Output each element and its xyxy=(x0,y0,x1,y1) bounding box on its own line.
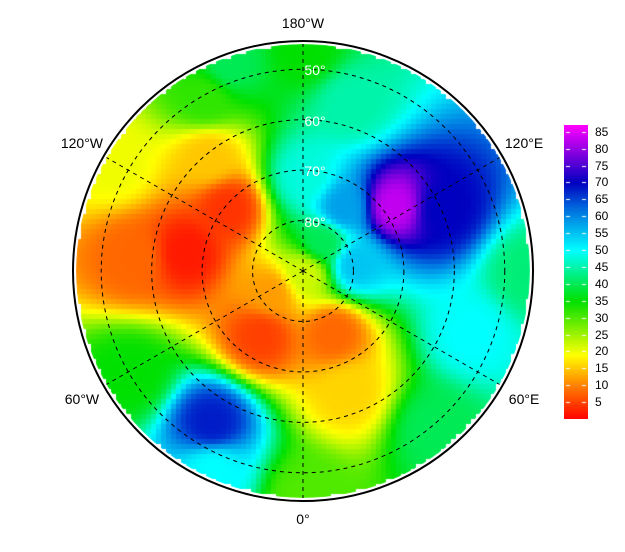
meridian-label: 60°E xyxy=(508,390,540,407)
colorbar-tick-label: 80 xyxy=(595,141,609,156)
colorbar-tick-label: 65 xyxy=(595,192,609,207)
colorbar-tick-label: 70 xyxy=(595,175,609,190)
parallel-label: 50° xyxy=(304,62,326,79)
colorbar-tick-label: 35 xyxy=(595,293,609,308)
colorbar-tick-label: 85 xyxy=(595,124,609,139)
colorbar-tick-label: 25 xyxy=(595,327,609,342)
meridian-label: 180°W xyxy=(281,14,325,31)
meridian-label: 120°E xyxy=(504,135,544,152)
meridian-line xyxy=(302,270,500,385)
meridian-line xyxy=(106,270,304,385)
colorbar-tick-label: 40 xyxy=(595,276,609,291)
colorbar-tick-label: 60 xyxy=(595,209,609,224)
colorbar-tick-label: 20 xyxy=(595,344,609,359)
colorbar-tick-label: 45 xyxy=(595,259,609,274)
colorbar-tick-label: 30 xyxy=(595,310,609,325)
colorbar-tick-label: 75 xyxy=(595,158,609,173)
colorbar-tick-label: 10 xyxy=(595,378,609,393)
parallel-label: 70° xyxy=(304,163,326,180)
meridian-label: 0° xyxy=(296,511,310,528)
meridian-line xyxy=(106,157,304,272)
parallel-label: 80° xyxy=(304,213,326,230)
meridian-line xyxy=(302,157,500,272)
parallel-line xyxy=(252,220,354,322)
parallel-label: 60° xyxy=(304,112,326,129)
colorbar-tick-label: 5 xyxy=(595,395,602,410)
colorbar-tick-label: 15 xyxy=(595,361,609,376)
map-border-gap xyxy=(74,42,532,500)
parallel-line xyxy=(201,169,405,373)
colorbar-tick-label: 55 xyxy=(595,226,609,241)
map-border xyxy=(72,40,534,502)
meridian-label: 120°W xyxy=(60,135,104,152)
colorbar-tick-label: 50 xyxy=(595,243,609,258)
colorbar xyxy=(564,125,588,419)
parallel-line xyxy=(151,119,455,423)
meridian-label: 60°W xyxy=(64,390,100,407)
parallel-line xyxy=(100,68,506,474)
